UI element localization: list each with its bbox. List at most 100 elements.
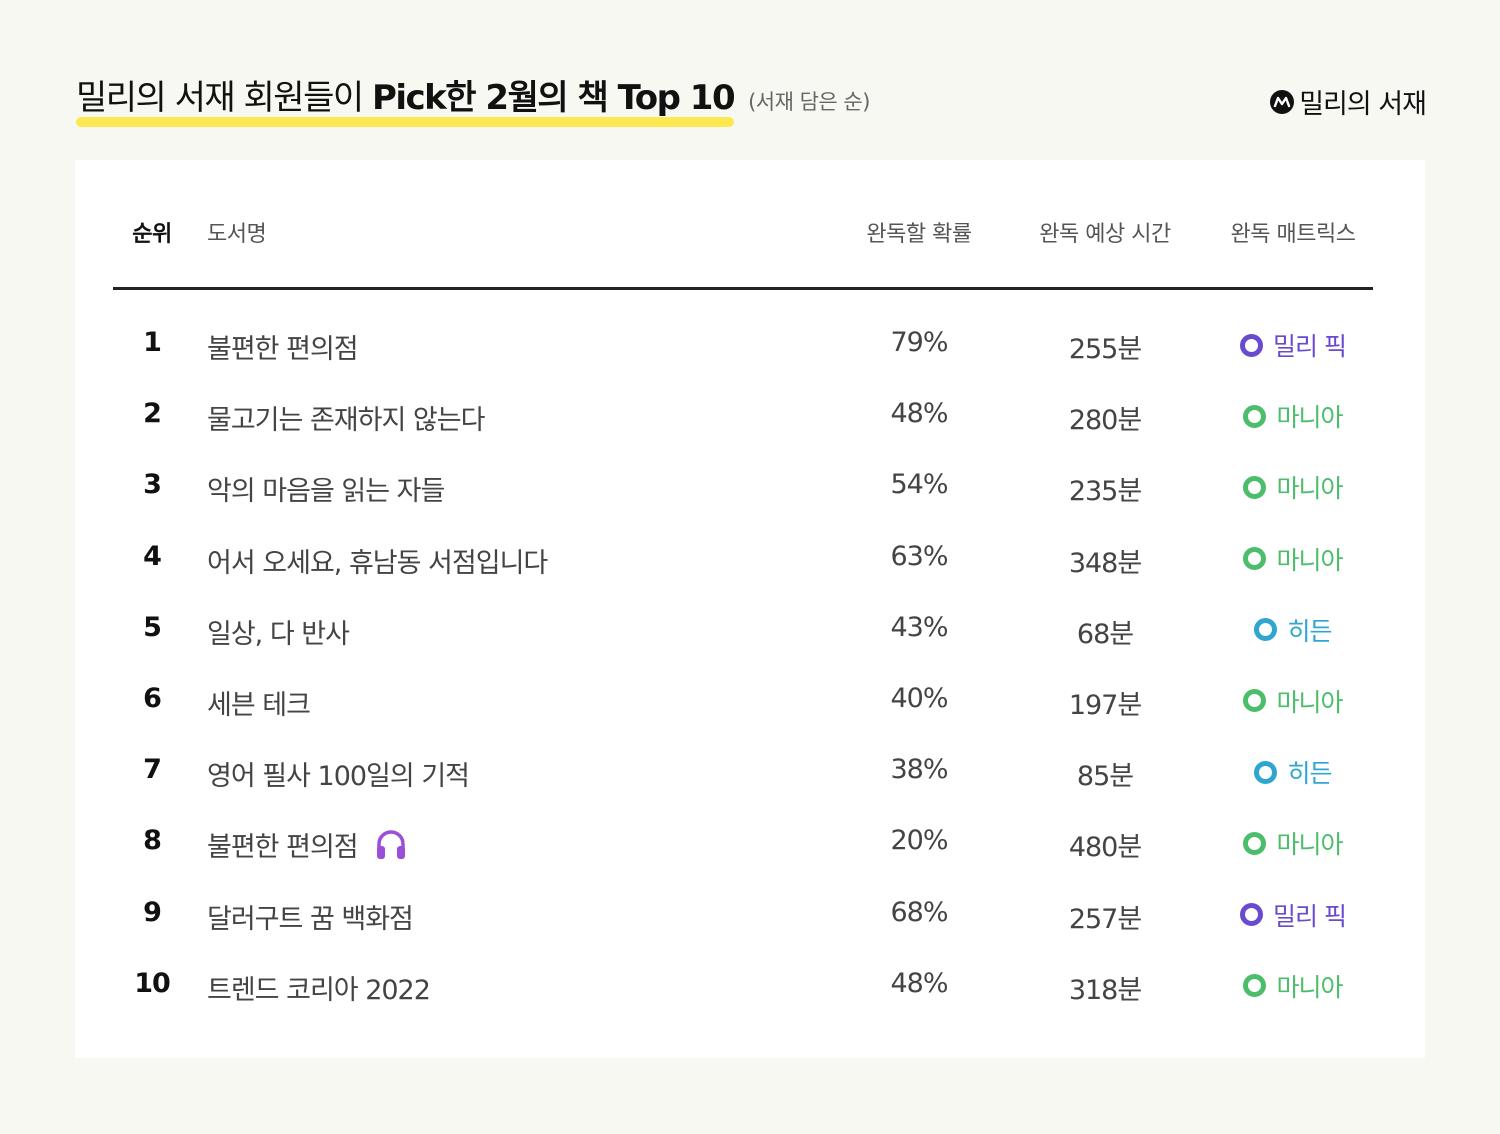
book-title: 달러구트 꿈 백화점	[207, 903, 414, 935]
matrix-circle-icon	[1240, 333, 1264, 357]
matrix-circle-icon	[1254, 618, 1278, 642]
page-title: 밀리의 서재 회원들이 Pick한 2월의 책 Top 10	[76, 70, 736, 127]
time-cell: 280분	[1068, 405, 1142, 437]
title-cell: 일상, 다 반사	[207, 612, 350, 651]
matrix-circle-icon	[1243, 547, 1267, 571]
table-row: 1 불편한 편의점 79% 255분 밀리 픽	[113, 309, 1373, 380]
table-row: 3 악의 마음을 읽는 자들 54% 235분 마니아	[113, 451, 1373, 522]
matrix-label: 마니아	[1276, 972, 1343, 1002]
matrix-cell: 마니아	[1213, 825, 1373, 861]
matrix-cell: 마니아	[1213, 398, 1373, 434]
book-title: 트렌드 코리아 2022	[207, 974, 431, 1006]
column-header-rank: 순위	[132, 222, 172, 247]
book-title: 세븐 테크	[207, 689, 311, 721]
title-cell: 달러구트 꿈 백화점	[207, 897, 414, 936]
book-title: 불편한 편의점	[207, 334, 359, 365]
brand: 밀리의 서재	[1270, 82, 1427, 121]
table-row: 8 불편한 편의점 20% 480분 마니아	[113, 807, 1373, 878]
title-group: 밀리의 서재 회원들이 Pick한 2월의 책 Top 10 (서재 담은 순)	[76, 70, 870, 127]
time-cell: 480분	[1068, 832, 1142, 864]
matrix-label: 마니아	[1276, 474, 1343, 504]
title-cell: 불편한 편의점	[207, 327, 359, 366]
probability-cell: 40%	[890, 682, 948, 714]
probability-cell: 79%	[890, 327, 948, 358]
matrix-label: 밀리 픽	[1273, 901, 1347, 931]
book-title: 물고기는 존재하지 않는다	[207, 405, 485, 437]
title-cell: 영어 필사 100일의 기적	[207, 754, 470, 793]
matrix-circle-icon	[1243, 974, 1267, 998]
time-cell: 255분	[1068, 334, 1142, 365]
column-header-title: 도서명	[207, 222, 267, 247]
time-cell: 68분	[1076, 618, 1134, 650]
matrix-circle-icon	[1243, 689, 1267, 713]
matrix-cell: 마니아	[1213, 469, 1373, 505]
time-cell: 235분	[1068, 476, 1142, 508]
table-row: 9 달러구트 꿈 백화점 68% 257분 밀리 픽	[113, 879, 1373, 950]
title-bold: Pick한 2월의 책 Top 10	[371, 78, 736, 118]
title-light: 밀리의 서재 회원들이	[76, 78, 372, 118]
title-cell: 불편한 편의점	[207, 825, 408, 864]
brand-name: 밀리의 서재	[1299, 89, 1427, 120]
matrix-cell: 히든	[1213, 612, 1373, 648]
column-header-probability: 완독할 확률	[866, 222, 972, 247]
matrix-cell: 마니아	[1213, 541, 1373, 577]
rank-cell: 5	[143, 611, 162, 643]
book-title: 악의 마음을 읽는 자들	[207, 476, 445, 508]
table-row: 6 세븐 테크 40% 197분 마니아	[113, 665, 1373, 736]
title-cell: 트렌드 코리아 2022	[207, 968, 431, 1007]
book-title: 불편한 편의점	[207, 832, 359, 864]
rank-cell: 9	[143, 896, 162, 928]
rank-cell: 4	[143, 540, 162, 572]
probability-cell: 48%	[890, 967, 948, 999]
matrix-cell: 밀리 픽	[1213, 327, 1373, 363]
table-row: 4 어서 오세요, 휴남동 서점입니다 63% 348분 마니아	[113, 523, 1373, 594]
table-row: 2 물고기는 존재하지 않는다 48% 280분 마니아	[113, 380, 1373, 451]
probability-cell: 48%	[890, 398, 948, 430]
matrix-label: 마니아	[1276, 545, 1343, 575]
table-row: 10 트렌드 코리아 2022 48% 318분 마니아	[113, 950, 1373, 1021]
matrix-label: 히든	[1287, 759, 1332, 789]
title-cell: 물고기는 존재하지 않는다	[207, 398, 485, 437]
ranking-table: 순위 도서명 완독할 확률 완독 예상 시간 완독 매트릭스 1 불편한 편의점 7…	[75, 160, 1425, 1058]
time-cell: 318분	[1068, 974, 1142, 1006]
rank-cell: 1	[143, 327, 162, 358]
matrix-cell: 밀리 픽	[1213, 897, 1373, 933]
time-cell: 348분	[1068, 547, 1142, 579]
matrix-circle-icon	[1254, 760, 1278, 784]
column-header-matrix: 완독 매트릭스	[1230, 222, 1356, 247]
table-body: 1 불편한 편의점 79% 255분 밀리 픽 2 물고기는 존재하지 않는다 48% 280분…	[113, 309, 1373, 1021]
matrix-label: 마니아	[1276, 830, 1343, 860]
probability-cell: 38%	[890, 754, 948, 786]
probability-cell: 54%	[890, 469, 948, 501]
title-cell: 악의 마음을 읽는 자들	[207, 469, 445, 508]
page-header: 밀리의 서재 회원들이 Pick한 2월의 책 Top 10 (서재 담은 순)…	[76, 70, 1427, 130]
time-cell: 257분	[1068, 903, 1142, 935]
rank-cell: 8	[143, 825, 162, 857]
book-title: 어서 오세요, 휴남동 서점입니다	[207, 547, 548, 579]
matrix-circle-icon	[1243, 475, 1267, 499]
matrix-label: 히든	[1287, 616, 1332, 646]
millie-logo-icon	[1270, 89, 1295, 114]
title-cell: 어서 오세요, 휴남동 서점입니다	[207, 541, 548, 580]
matrix-cell: 마니아	[1213, 968, 1373, 1004]
probability-cell: 63%	[890, 540, 948, 572]
page-subtitle: (서재 담은 순)	[748, 90, 870, 114]
book-title: 일상, 다 반사	[207, 618, 350, 650]
rank-cell: 10	[134, 967, 171, 999]
book-title: 영어 필사 100일의 기적	[207, 761, 470, 793]
matrix-circle-icon	[1243, 831, 1267, 855]
time-cell: 197분	[1068, 689, 1142, 721]
matrix-label: 밀리 픽	[1273, 332, 1347, 361]
probability-cell: 68%	[890, 896, 948, 928]
headphone-icon	[374, 829, 408, 861]
rank-cell: 2	[143, 398, 162, 430]
rank-cell: 7	[143, 754, 162, 786]
probability-cell: 43%	[890, 611, 948, 643]
probability-cell: 20%	[890, 825, 948, 857]
column-header-time: 완독 예상 시간	[1039, 222, 1171, 247]
matrix-circle-icon	[1243, 404, 1267, 428]
table-row: 5 일상, 다 반사 43% 68분 히든	[113, 594, 1373, 665]
title-cell: 세븐 테크	[207, 683, 311, 722]
matrix-label: 마니아	[1276, 687, 1343, 717]
table-header: 순위 도서명 완독할 확률 완독 예상 시간 완독 매트릭스	[113, 160, 1373, 290]
